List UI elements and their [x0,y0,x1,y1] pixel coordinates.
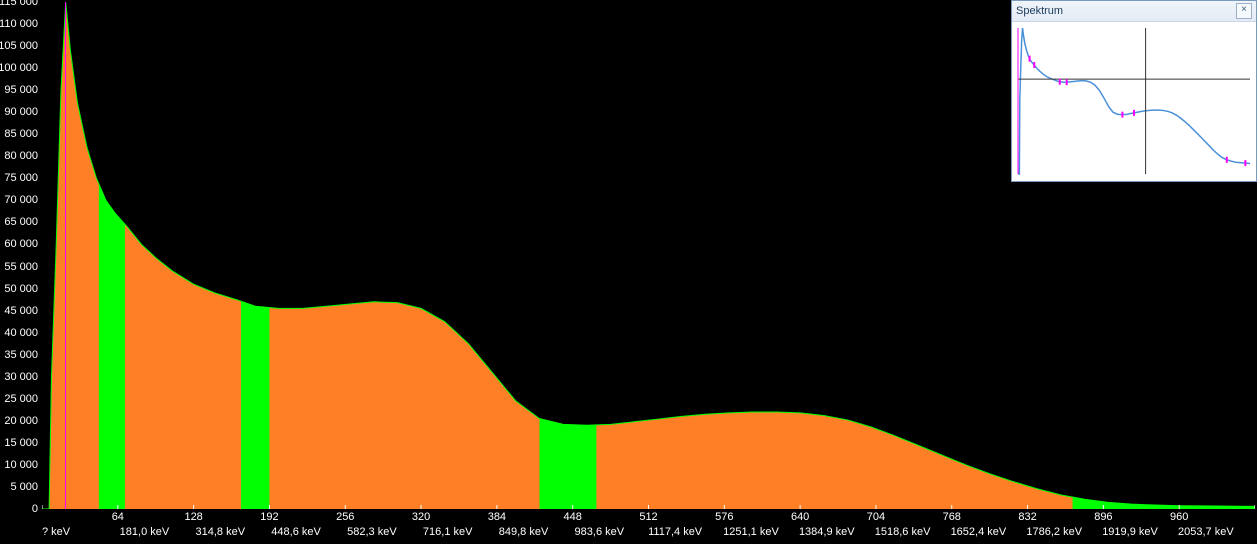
y-axis-label: 20 000 [0,415,38,427]
x-axis-energy: ? keV 181,0 keV 314,8 keV 448,6 keV 582,3 ke… [42,526,1255,540]
x-axis-channel-label: 192 [260,511,278,523]
x-axis-energy-label: 448,6 keV [271,526,321,538]
x-axis-channel-label: 896 [1094,511,1112,523]
y-axis-label: 90 000 [0,106,38,118]
x-axis-channel-label: 960 [1170,511,1188,523]
x-axis-energy-label: 1251,1 keV [723,526,779,538]
y-axis-label: 50 000 [0,283,38,295]
x-axis-channel-label: 512 [639,511,657,523]
y-axis-label: 55 000 [0,261,38,273]
x-axis-channel-label: 320 [412,511,430,523]
y-axis-label: 35 000 [0,349,38,361]
x-axis-channels: 64 128 192 256 320 384 448 512 576 640 704 768 832 89… [42,511,1255,525]
x-axis-energy-label: 849,8 keV [499,526,549,538]
y-axis-label: 25 000 [0,393,38,405]
x-axis-energy-label: 314,8 keV [195,526,245,538]
overview-spectrum [1012,22,1256,180]
overview-titlebar[interactable]: Spektrum × [1012,1,1256,22]
x-axis-energy-label: ? keV [42,526,70,538]
y-axis-label: 45 000 [0,305,38,317]
x-axis-energy-label: 1786,2 keV [1026,526,1082,538]
x-axis-channel-label: 576 [715,511,733,523]
overview-panel[interactable]: Spektrum × [1011,0,1257,182]
x-axis-channel-label: 832 [1018,511,1036,523]
x-axis-channel-label: 640 [791,511,809,523]
x-axis-energy-label: 1919,9 keV [1102,526,1158,538]
x-axis-energy-label: 1384,9 keV [799,526,855,538]
x-axis-energy-label: 181,0 keV [120,526,170,538]
y-axis-label: 0 [0,503,38,515]
close-icon[interactable]: × [1236,3,1252,19]
y-axis-label: 70 000 [0,194,38,206]
x-axis-channel-label: 256 [336,511,354,523]
x-axis-channel-label: 704 [867,511,885,523]
y-axis-label: 110 000 [0,18,38,30]
spectrum-chart: 0 5 000 10 000 15 000 20 000 25 000 30 000 35 0… [0,0,1257,544]
x-axis-channel-label: 384 [488,511,506,523]
roi-region[interactable] [241,301,269,509]
x-axis-energy-label: 1518,6 keV [875,526,931,538]
x-axis-energy-label: 983,6 keV [575,526,625,538]
y-axis-label: 30 000 [0,371,38,383]
x-axis-energy-label: 1652,4 keV [951,526,1007,538]
roi-region[interactable] [99,184,125,509]
overview-title: Spektrum [1016,5,1236,17]
x-axis-channel-label: 448 [564,511,582,523]
x-axis-channel-label: 128 [184,511,202,523]
cursor-line[interactable] [65,2,66,509]
x-axis-channel-label: 64 [112,511,124,523]
x-axis-energy-label: 716,1 keV [423,526,473,538]
y-axis-label: 85 000 [0,128,38,140]
y-axis-label: 5 000 [0,481,38,493]
overview-plot[interactable] [1012,22,1256,180]
y-axis-label: 15 000 [0,437,38,449]
y-axis-label: 105 000 [0,40,38,52]
y-axis-label: 60 000 [0,238,38,250]
y-axis: 05 00010 00015 00020 00025 00030 00035 0… [0,0,40,509]
overview-spectrum-line [1018,28,1250,174]
x-axis-energy-label: 2053,7 keV [1178,526,1234,538]
y-axis-label: 75 000 [0,172,38,184]
x-axis-energy-label: 1117,4 keV [648,526,702,538]
y-axis-label: 65 000 [0,216,38,228]
y-axis-label: 40 000 [0,327,38,339]
y-axis-label: 100 000 [0,62,38,74]
x-axis-energy-label: 582,3 keV [347,526,397,538]
y-axis-label: 115 000 [0,0,38,8]
y-axis-label: 10 000 [0,459,38,471]
roi-region[interactable] [1073,497,1255,509]
y-axis-label: 80 000 [0,150,38,162]
x-axis-channel-label: 768 [943,511,961,523]
roi-region[interactable] [540,419,597,509]
y-axis-label: 95 000 [0,84,38,96]
